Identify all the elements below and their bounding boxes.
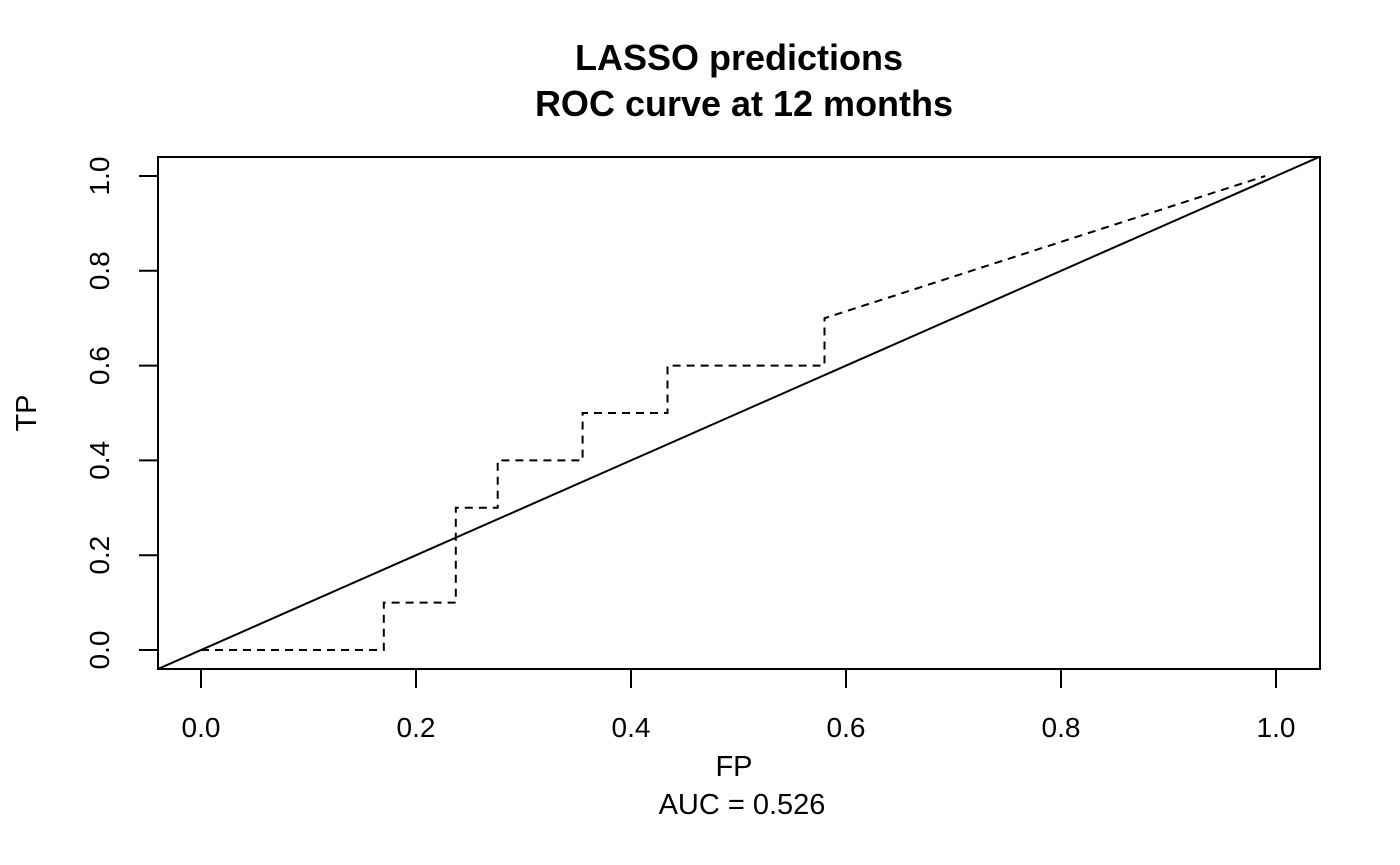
x-tick-label: 0.0 xyxy=(182,712,221,743)
reference-diagonal-line xyxy=(158,157,1320,669)
y-tick-label: 0.2 xyxy=(84,536,115,575)
y-tick-label: 0.0 xyxy=(84,631,115,670)
roc-curve-line xyxy=(201,175,1266,651)
x-tick-label: 1.0 xyxy=(1257,712,1296,743)
y-axis: 0.0 0.2 0.4 0.6 0.8 1.0 xyxy=(84,157,158,670)
chart-subtitle: ROC curve at 12 months xyxy=(535,83,953,124)
x-axis-label: FP xyxy=(715,751,752,783)
x-tick-label: 0.2 xyxy=(397,712,436,743)
x-tick-label: 0.6 xyxy=(827,712,866,743)
y-tick-label: 0.8 xyxy=(84,251,115,290)
x-axis: 0.0 0.2 0.4 0.6 0.8 1.0 xyxy=(182,669,1296,743)
x-tick-label: 0.4 xyxy=(612,712,651,743)
chart-title: LASSO predictions xyxy=(575,37,903,78)
y-axis-label: TP xyxy=(11,394,43,431)
x-tick-label: 0.8 xyxy=(1042,712,1081,743)
y-tick-label: 0.6 xyxy=(84,346,115,385)
plot-frame xyxy=(157,156,1321,670)
auc-caption: AUC = 0.526 xyxy=(659,789,826,821)
y-tick-label: 1.0 xyxy=(84,157,115,196)
series-layer xyxy=(158,157,1320,669)
y-tick-label: 0.4 xyxy=(84,441,115,480)
